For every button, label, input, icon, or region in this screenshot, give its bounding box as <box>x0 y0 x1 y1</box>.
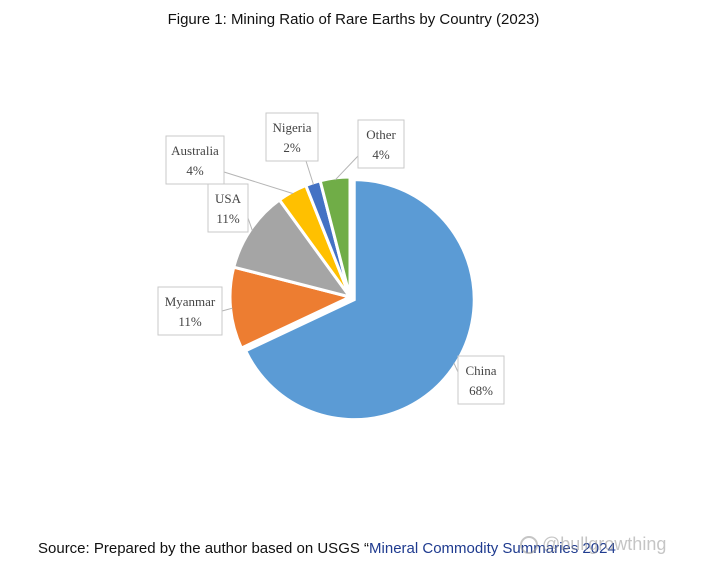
slice-labels: China 68% Myanmar 11% USA 11% Australia 4% Niger… <box>157 112 505 405</box>
slice-label-box <box>357 119 405 169</box>
chart-title: Figure 1: Mining Ratio of Rare Earths by… <box>167 11 540 28</box>
slice-value-label: 11% <box>178 314 202 329</box>
slice-label-other: Other 4% <box>357 119 405 169</box>
watermark: @bullgrowthing <box>520 534 666 555</box>
leader-line-myanmar <box>221 307 233 312</box>
slice-category-label: China <box>465 363 496 378</box>
slice-value-label: 68% <box>469 383 493 398</box>
slice-label-china: China 68% <box>457 355 505 405</box>
leader-line-other <box>334 155 359 181</box>
leader-line-nigeria <box>305 160 315 185</box>
leader-line-australia <box>223 171 294 195</box>
slice-label-box <box>457 355 505 405</box>
slice-value-label: 4% <box>186 163 204 178</box>
slice-category-label: USA <box>215 191 242 206</box>
slice-label-myanmar: Myanmar 11% <box>157 286 223 336</box>
slice-label-box <box>265 112 319 162</box>
leader-line-usa <box>247 217 253 231</box>
pie-slice-usa <box>231 197 354 300</box>
slice-label-usa: USA 11% <box>207 183 249 233</box>
slice-label-box <box>165 135 225 185</box>
slice-value-label: 4% <box>372 147 390 162</box>
slice-label-box <box>207 183 249 233</box>
watermark-logo-icon <box>520 536 538 554</box>
slice-category-label: Australia <box>171 143 219 158</box>
slice-label-nigeria: Nigeria 2% <box>265 112 319 162</box>
slice-category-label: Nigeria <box>273 120 312 135</box>
slice-value-label: 11% <box>216 211 240 226</box>
pie-slice-china <box>243 178 476 422</box>
source-prefix: Source: Prepared by the author based on … <box>38 540 370 557</box>
slice-label-australia: Australia 4% <box>165 135 225 185</box>
leader-lines <box>221 155 459 373</box>
watermark-text: @bullgrowthing <box>542 534 667 554</box>
slice-category-label: Myanmar <box>165 294 216 309</box>
source-note: Source: Prepared by the author based on … <box>38 540 616 557</box>
pie-slice-other <box>318 175 352 298</box>
slice-label-box <box>157 286 223 336</box>
pie-slices <box>228 175 476 422</box>
leader-line-china <box>453 362 459 373</box>
source-link[interactable]: Mineral Commodity Summaries 2024 <box>369 540 616 557</box>
slice-value-label: 2% <box>283 140 301 155</box>
slice-category-label: Other <box>366 127 396 142</box>
